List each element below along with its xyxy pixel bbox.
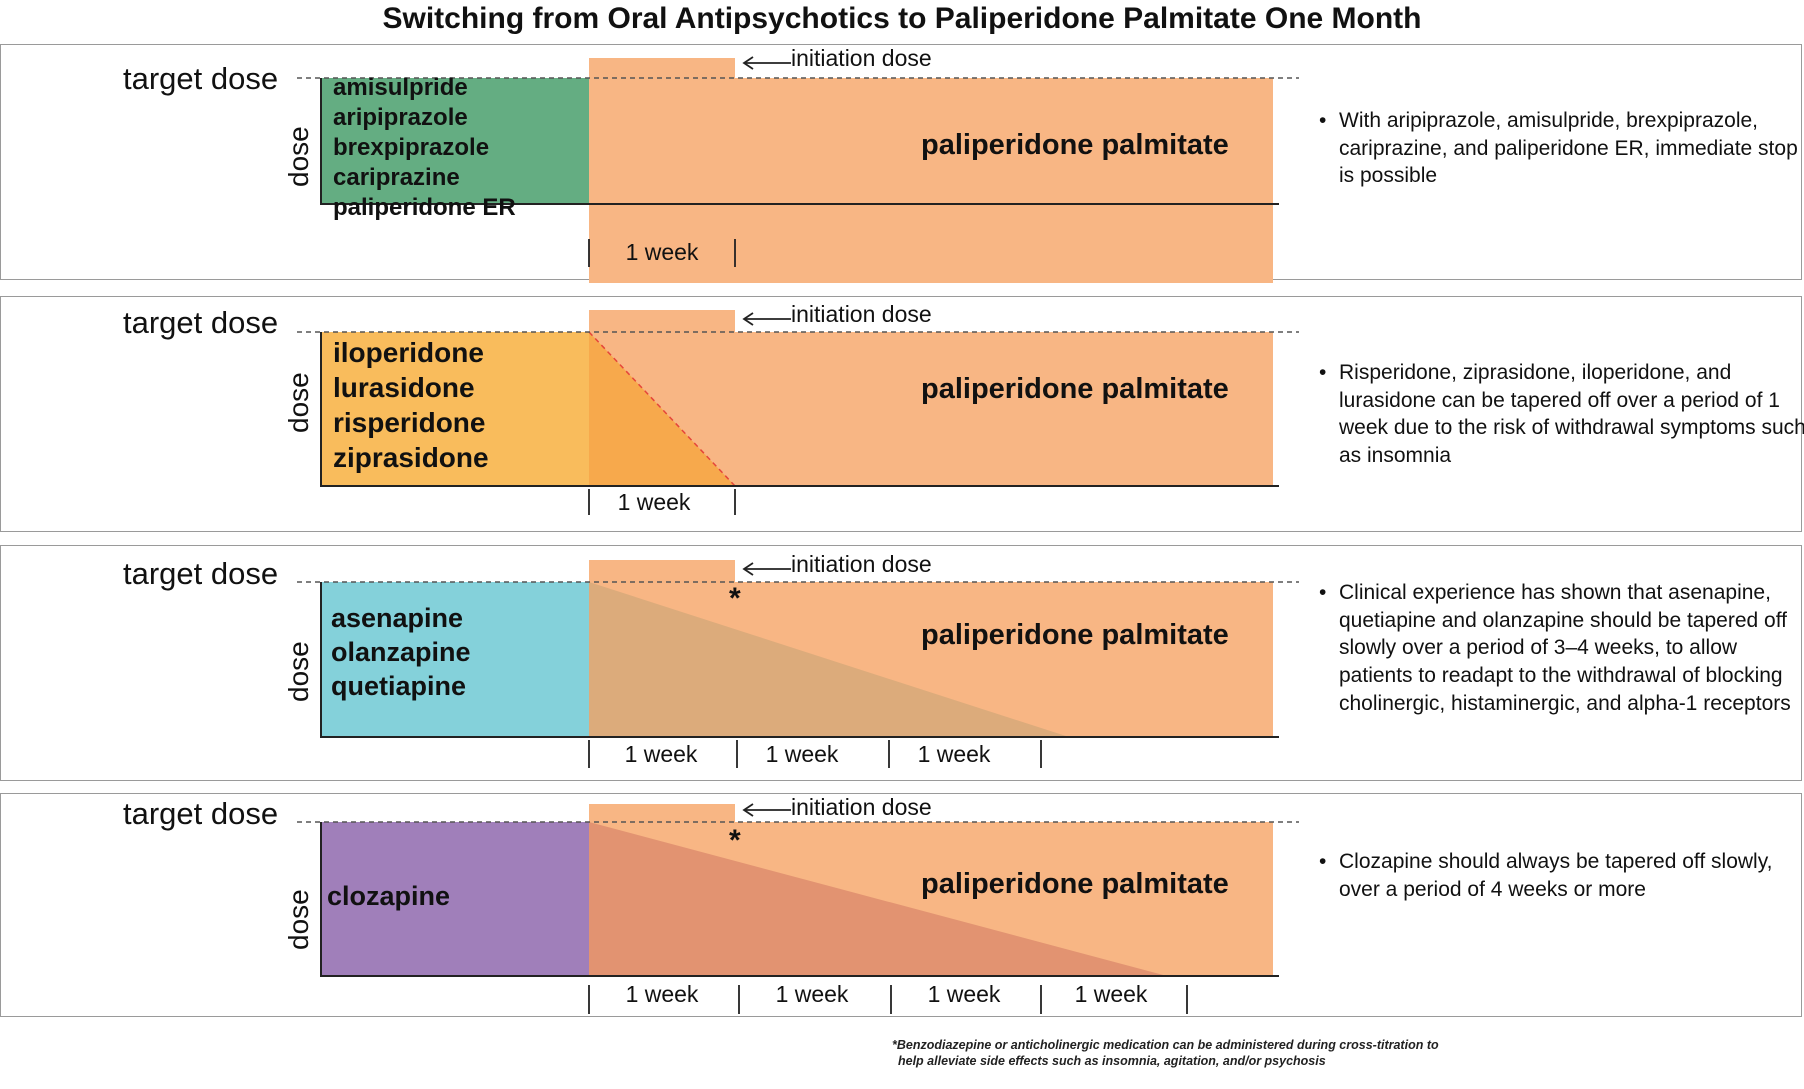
oral-drug-area xyxy=(321,78,589,204)
panel-note: • Risperidone, ziprasidone, iloperidone,… xyxy=(1319,359,1804,470)
target-dose-label: target dose xyxy=(123,796,279,831)
note-text: Clinical experience has shown that asena… xyxy=(1339,581,1791,715)
initiation-arrowhead xyxy=(742,562,754,576)
drug-list-group-3: asenapine olanzapine quetiapine xyxy=(331,602,471,703)
drug-name: olanzapine xyxy=(331,636,471,667)
initiation-arrowhead xyxy=(742,312,754,326)
bullet-icon: • xyxy=(1319,361,1327,384)
bullet-icon: • xyxy=(1319,850,1327,873)
drug-name: risperidone xyxy=(333,407,486,438)
week-label: 1 week xyxy=(765,741,839,767)
week-label: 1 week xyxy=(775,981,849,1007)
paliperidone-label: paliperidone palmitate xyxy=(921,373,1229,405)
week-label: 1 week xyxy=(617,489,691,515)
dose-axis-label: dose xyxy=(283,889,314,950)
drug-list-group-2: iloperidone lurasidone risperidone zipra… xyxy=(333,335,489,475)
paliperidone-label: paliperidone palmitate xyxy=(921,619,1229,651)
drug-name: lurasidone xyxy=(333,372,475,403)
drug-name: aripiprazole xyxy=(333,104,468,131)
drug-list-group-4: clozapine xyxy=(327,880,450,914)
panel-note: • Clozapine should always be tapered off… xyxy=(1319,848,1804,903)
oral-drug-area xyxy=(321,332,589,486)
drug-name: cariprazine xyxy=(333,164,460,191)
oral-taper-area xyxy=(589,582,1069,737)
week-label: 1 week xyxy=(625,981,699,1007)
bullet-icon: • xyxy=(1319,109,1327,132)
drug-name: quetiapine xyxy=(331,670,467,701)
panel-clozapine: target dose dose initiation dose * cloza… xyxy=(0,793,1802,1017)
panel-three-week-taper: target dose dose initiation dose * asena… xyxy=(0,545,1802,781)
oral-taper-area xyxy=(589,332,735,486)
target-dose-label: target dose xyxy=(123,305,279,340)
drug-name: iloperidone xyxy=(333,337,484,368)
oral-drug-area xyxy=(321,822,589,976)
note-text: Risperidone, ziprasidone, iloperidone, a… xyxy=(1339,361,1804,468)
drug-name: paliperidone ER xyxy=(333,194,516,221)
oral-taper-area xyxy=(589,822,1167,976)
week-label: 1 week xyxy=(624,741,698,767)
week-label: 1 week xyxy=(1074,981,1148,1007)
panel-3-diagram xyxy=(297,560,1299,768)
paliperidone-area-main xyxy=(589,78,1273,204)
footnote: *Benzodiazepine or anticholinergic medic… xyxy=(892,1038,1439,1069)
panel-note: • With aripiprazole, amisulpride, brexpi… xyxy=(1319,107,1804,190)
drug-list-group-1: amisulpride aripiprazole brexpiprazole c… xyxy=(333,73,516,223)
week-label: 1 week xyxy=(927,981,1001,1007)
target-dose-label: target dose xyxy=(123,556,279,591)
dose-axis-label: dose xyxy=(283,372,314,433)
panel-2-diagram xyxy=(297,310,1299,515)
note-text: With aripiprazole, amisulpride, brexpipr… xyxy=(1339,109,1798,188)
asterisk-marker: * xyxy=(729,582,741,615)
panel-4-diagram xyxy=(297,803,1299,1014)
footnote-line: help alleviate side effects such as inso… xyxy=(898,1053,1326,1068)
bullet-icon: • xyxy=(1319,581,1327,604)
dose-axis-label: dose xyxy=(283,126,314,187)
footnote-line: *Benzodiazepine or anticholinergic medic… xyxy=(892,1038,1439,1052)
panel-1-diagram xyxy=(297,56,1299,283)
drug-name: amisulpride xyxy=(333,74,468,101)
week-label: 1 week xyxy=(625,239,699,265)
initiation-arrowhead xyxy=(742,56,754,70)
drug-name: brexpiprazole xyxy=(333,134,490,161)
week-label: 1 week xyxy=(917,741,991,767)
dose-axis-label: dose xyxy=(283,641,314,702)
initiation-dose-label: initiation dose xyxy=(791,301,932,327)
asterisk-marker: * xyxy=(729,824,741,857)
drug-name: clozapine xyxy=(327,881,451,911)
initiation-dose-label: initiation dose xyxy=(791,45,932,71)
drug-name: ziprasidone xyxy=(333,442,489,473)
initiation-dose-label: initiation dose xyxy=(791,794,932,820)
page-title: Switching from Oral Antipsychotics to Pa… xyxy=(382,2,1422,35)
panel-immediate-stop: target dose dose initiation dose amisulp… xyxy=(0,44,1804,283)
target-dose-label: target dose xyxy=(123,61,279,96)
paliperidone-label: paliperidone palmitate xyxy=(921,129,1229,161)
oral-drug-area xyxy=(321,582,589,737)
drug-name: asenapine xyxy=(331,603,464,633)
panel-note: • Clinical experience has shown that ase… xyxy=(1319,579,1804,718)
initiation-arrowhead xyxy=(742,803,754,817)
initiation-dose-label: initiation dose xyxy=(791,551,932,577)
paliperidone-label: paliperidone palmitate xyxy=(921,868,1229,900)
note-text: Clozapine should always be tapered off s… xyxy=(1339,850,1773,901)
panel-one-week-taper: target dose dose initiation dose iloperi… xyxy=(0,296,1804,532)
